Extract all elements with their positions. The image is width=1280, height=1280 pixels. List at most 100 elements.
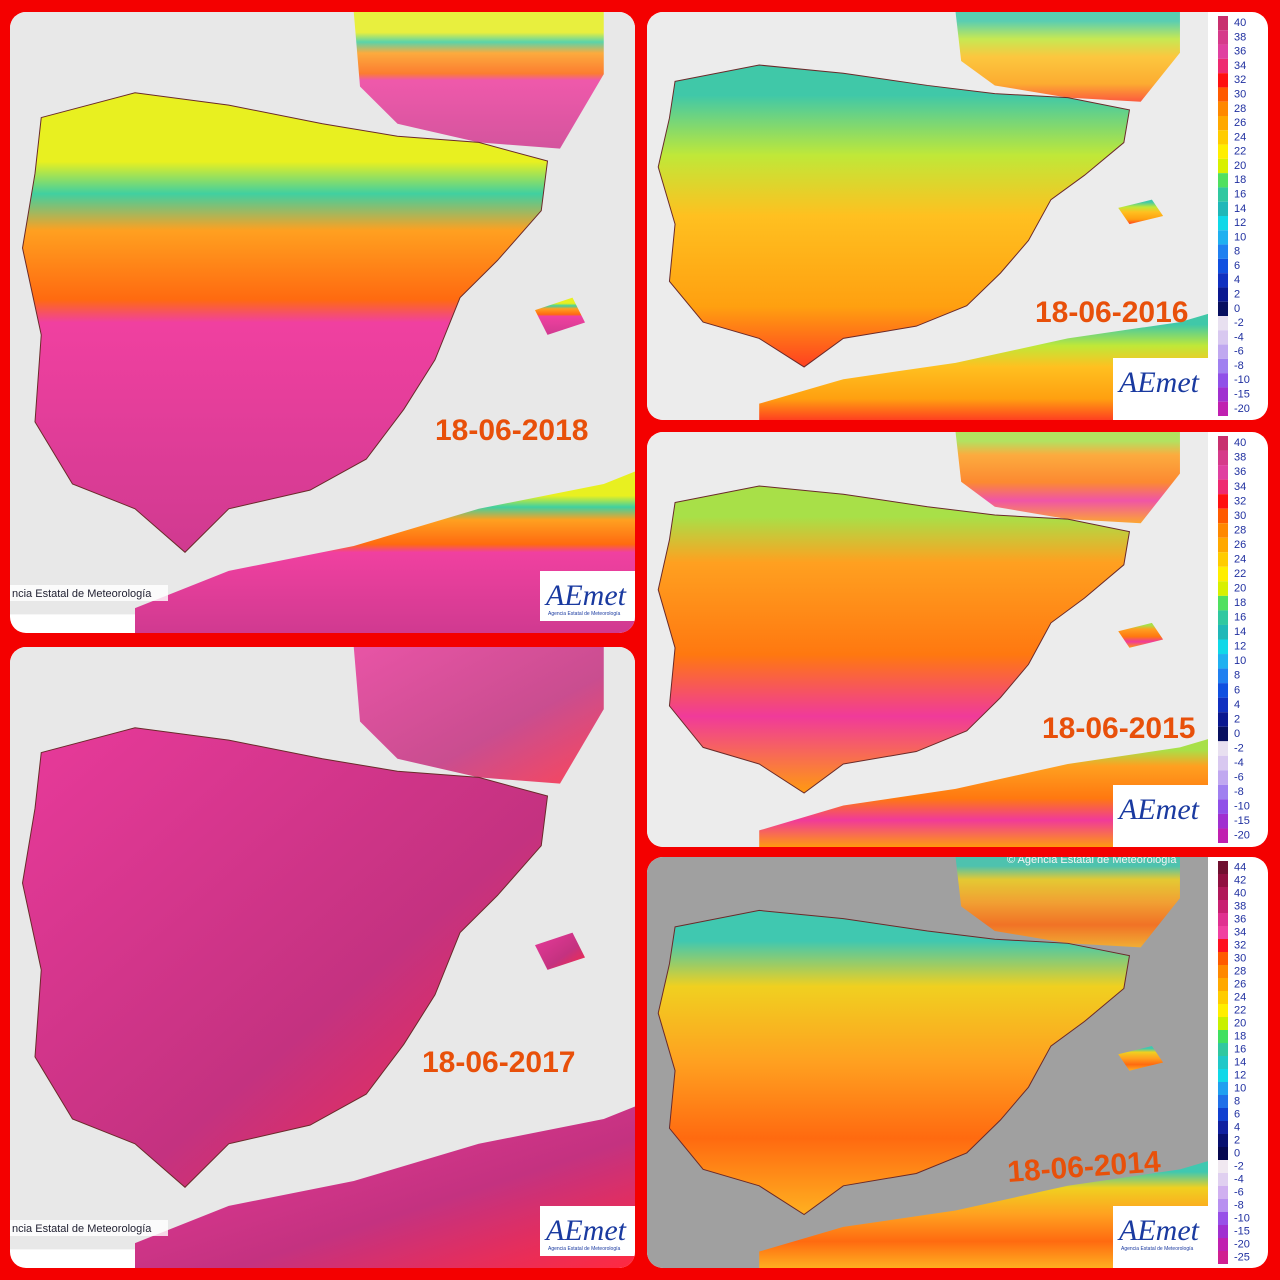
legend-label: -2	[1234, 742, 1244, 754]
attribution: ncia Estatal de Meteorología	[12, 1223, 152, 1235]
legend-swatch	[1218, 978, 1228, 991]
legend-label: 36	[1234, 913, 1246, 925]
legend-label: 28	[1234, 524, 1246, 536]
attribution-bg	[10, 585, 168, 601]
legend-swatch	[1218, 926, 1228, 939]
legend-label: 26	[1234, 539, 1246, 551]
legend-swatch	[1218, 991, 1228, 1004]
legend-swatch	[1218, 668, 1228, 684]
legend-swatch	[1218, 1082, 1228, 1095]
legend-label: 22	[1234, 568, 1246, 580]
logo-subtitle: Agencia Estatal de Meteorología	[548, 611, 620, 617]
legend-swatch	[1218, 1004, 1228, 1017]
legend-label: 14	[1234, 1056, 1246, 1068]
balearic	[535, 932, 585, 970]
legend-label: 16	[1234, 188, 1246, 200]
iberia	[657, 485, 1131, 794]
legend-swatch	[1218, 387, 1228, 402]
legend-label: 18	[1234, 1030, 1246, 1042]
legend-swatch	[1218, 436, 1228, 451]
legend-label: 16	[1234, 1043, 1246, 1055]
legend-label: -6	[1234, 346, 1244, 358]
legend-label: 20	[1234, 1017, 1246, 1029]
legend-swatch	[1218, 58, 1228, 74]
legend-swatch	[1218, 581, 1228, 596]
legend-swatch	[1218, 301, 1228, 316]
legend-label: 16	[1234, 612, 1246, 624]
legend-swatch	[1218, 144, 1228, 159]
africa	[759, 739, 1208, 847]
legend-swatch	[1218, 201, 1228, 216]
legend-swatch	[1218, 654, 1228, 669]
legend-label: -4	[1234, 757, 1244, 769]
logo-box	[1113, 785, 1208, 847]
legend-label: 30	[1234, 952, 1246, 964]
legend-label: -4	[1234, 331, 1244, 343]
legend-label: 14	[1234, 626, 1246, 638]
legend-label: -20	[1234, 830, 1250, 842]
legend-label: -8	[1234, 360, 1244, 372]
legend-label: 6	[1234, 1108, 1240, 1120]
legend-swatch	[1218, 494, 1228, 509]
legend-label: 2	[1234, 1134, 1240, 1146]
legend-swatch	[1218, 965, 1228, 978]
legend-label: 40	[1234, 437, 1246, 449]
legend-swatch	[1218, 726, 1228, 742]
legend-swatch	[1218, 401, 1228, 416]
legend-swatch	[1218, 1199, 1228, 1212]
legend-label: 34	[1234, 926, 1246, 938]
legend-label: -10	[1234, 1212, 1250, 1224]
legend-swatch	[1218, 813, 1228, 829]
africa	[759, 1161, 1208, 1268]
date-label: 18-06-2017	[422, 1046, 575, 1079]
date-label: 18-06-2015	[1042, 712, 1195, 745]
france	[353, 12, 604, 149]
legend-swatch	[1218, 1043, 1228, 1056]
legend-label: -15	[1234, 1225, 1250, 1237]
legend-label: 28	[1234, 965, 1246, 977]
legend-swatch	[1218, 244, 1228, 259]
legend-label: 40	[1234, 887, 1246, 899]
map-panel: 18-06-2015AEmet4038363432302826242220181…	[647, 432, 1268, 847]
legend-label: 10	[1234, 655, 1246, 667]
legend-swatch	[1218, 1017, 1228, 1030]
date-label: 18-06-2016	[1035, 296, 1188, 329]
legend-label: 4	[1234, 274, 1240, 286]
legend-label: 18	[1234, 597, 1246, 609]
legend-label: 12	[1234, 1069, 1246, 1081]
africa	[135, 1106, 635, 1268]
legend-swatch	[1218, 173, 1228, 188]
legend-swatch	[1218, 1069, 1228, 1082]
legend-label: 38	[1234, 31, 1246, 43]
legend-label: 2	[1234, 288, 1240, 300]
legend-swatch	[1218, 44, 1228, 59]
iberia	[21, 727, 549, 1188]
logo: AEmet	[1117, 366, 1200, 399]
legend-swatch	[1218, 1030, 1228, 1043]
legend-label: -2	[1234, 317, 1244, 329]
legend-label: 28	[1234, 103, 1246, 115]
legend-swatch	[1218, 465, 1228, 480]
legend-swatch	[1218, 913, 1228, 926]
legend-swatch	[1218, 770, 1228, 785]
legend-label: 34	[1234, 60, 1246, 72]
france	[955, 857, 1180, 948]
map-panel: 18-06-2016AEmet4038363432302826242220181…	[647, 12, 1268, 420]
legend-swatch	[1218, 30, 1228, 45]
legend-swatch	[1218, 1212, 1228, 1225]
france	[353, 647, 604, 784]
map-body: 18-06-2015AEmet4038363432302826242220181…	[647, 432, 1268, 847]
legend-label: 8	[1234, 670, 1240, 682]
legend-swatch	[1218, 187, 1228, 202]
legend-swatch	[1218, 939, 1228, 952]
legend-label: 8	[1234, 1095, 1240, 1107]
iberia	[21, 92, 549, 553]
legend-swatch	[1218, 861, 1228, 874]
legend-swatch	[1218, 595, 1228, 611]
legend-label: 0	[1234, 303, 1240, 315]
